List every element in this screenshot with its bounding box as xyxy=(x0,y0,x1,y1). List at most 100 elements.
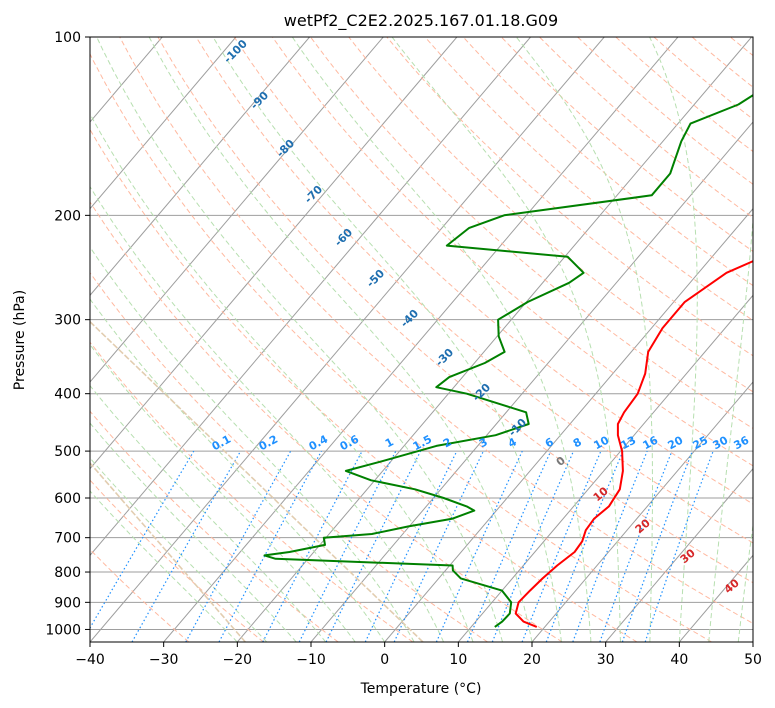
moist-adiabat-line xyxy=(737,522,753,642)
mixing-ratio-line xyxy=(218,450,323,642)
moist-adiabat-line xyxy=(90,384,327,642)
dry-adiabat-line xyxy=(90,479,264,642)
dry-adiabat-line xyxy=(233,37,753,505)
dry-adiabat-label: -80 xyxy=(274,137,297,160)
y-tick-label: 900 xyxy=(54,595,81,611)
y-tick-label: 500 xyxy=(54,444,81,460)
y-tick-label: 600 xyxy=(54,491,81,507)
dry-adiabat-line xyxy=(195,37,753,544)
x-tick-label: 50 xyxy=(744,652,762,668)
mixing-ratio-label: 1 xyxy=(383,435,396,450)
profile-series xyxy=(263,93,753,628)
moist-adiabat-line xyxy=(148,37,533,642)
mixing-ratio-line xyxy=(466,450,552,642)
isotherm-line xyxy=(384,207,753,642)
moist-adiabat-line xyxy=(212,37,562,642)
moist-adiabat-line xyxy=(90,422,297,642)
isotherm-line xyxy=(678,554,753,642)
dry-adiabat-line xyxy=(90,271,488,642)
mixing-ratio-label: 20 xyxy=(666,433,686,452)
mixing-ratio-line xyxy=(131,450,242,642)
isotherm-line xyxy=(531,381,753,642)
mixing-ratio-line xyxy=(364,450,458,642)
dry-adiabat-line xyxy=(90,52,712,642)
reference-curve xyxy=(90,461,246,642)
moist-adiabat-line xyxy=(96,37,503,642)
mixing-ratio-line xyxy=(599,450,673,642)
mixing-ratio-label: 0.2 xyxy=(257,433,280,454)
temperature-profile-line xyxy=(514,260,753,628)
moist-adiabat-line xyxy=(515,37,653,642)
dry-adiabat-line xyxy=(119,37,753,624)
moist-adiabat-label: 10 xyxy=(591,484,611,504)
mixing-ratio-label: 1.5 xyxy=(411,433,434,454)
isotherm-line xyxy=(236,37,752,642)
moist-adiabat-line xyxy=(90,112,474,642)
y-tick-label: 200 xyxy=(54,208,81,224)
moist-adiabat-line xyxy=(391,37,621,642)
y-tick-label: 800 xyxy=(54,565,81,581)
dry-adiabat-line xyxy=(310,37,753,430)
dry-adiabat-line xyxy=(653,37,753,120)
y-tick-label: 400 xyxy=(54,387,81,403)
moist-adiabat-line xyxy=(291,37,592,642)
isotherm-line xyxy=(752,641,753,642)
isotherm-line xyxy=(457,294,753,642)
mixing-ratio-label: 13 xyxy=(619,434,639,453)
dry-adiabat-line xyxy=(348,37,753,393)
moist-adiabat-line xyxy=(90,246,415,642)
x-axis-label: Temperature (°C) xyxy=(360,681,482,697)
moist-adiabat-line xyxy=(90,185,445,642)
dry-adiabat-label: -60 xyxy=(332,226,355,249)
x-tick-label: −10 xyxy=(296,652,326,668)
dry-adiabat-line xyxy=(386,37,753,357)
x-tick-label: 20 xyxy=(523,652,541,668)
x-tick-label: −30 xyxy=(149,652,179,668)
mixing-ratio-line xyxy=(393,450,484,642)
moist-adiabat-line xyxy=(90,490,238,642)
dry-adiabat-line xyxy=(90,201,563,642)
y-tick-label: 100 xyxy=(54,30,81,46)
mixing-ratio-label: 10 xyxy=(592,433,612,452)
dry-adiabat-label: -30 xyxy=(433,346,456,369)
mixing-ratio-line xyxy=(185,450,292,642)
x-tick-label: 40 xyxy=(670,652,688,668)
dry-adiabat-line xyxy=(615,37,753,153)
y-tick-label: 1000 xyxy=(45,622,81,638)
background-grid xyxy=(90,37,775,642)
isotherm-line xyxy=(90,37,531,557)
dry-adiabat-line xyxy=(768,37,775,642)
isotherm-line xyxy=(163,37,679,642)
isotherm-line xyxy=(605,467,753,642)
moist-adiabat-line xyxy=(90,343,356,642)
dry-adiabat-label: -100 xyxy=(221,37,250,66)
mixing-ratio-label: 16 xyxy=(641,433,661,452)
dry-adiabat-line xyxy=(90,548,190,642)
dry-adiabat-line xyxy=(691,37,753,88)
mixing-ratio-line xyxy=(572,450,648,642)
mixing-ratio-label: 0.6 xyxy=(338,432,362,453)
isotherm-line xyxy=(90,37,458,470)
moist-adiabat-line xyxy=(649,37,698,642)
moist-adiabat-line xyxy=(90,457,268,642)
chart-title: wetPf2_C2E2.2025.167.01.18.G09 xyxy=(284,11,558,31)
isotherm-line xyxy=(90,37,237,210)
mixing-ratio-line xyxy=(521,450,602,642)
dry-adiabat-label: -90 xyxy=(248,89,271,112)
isotherm-line xyxy=(90,37,605,642)
dry-adiabat-label: -70 xyxy=(302,183,325,206)
x-axis-ticks: −40 −30 −20 −10 0 10 20 30 40 50 xyxy=(75,642,762,668)
moist-adiabat-label: 0 xyxy=(554,454,568,469)
y-tick-label: 300 xyxy=(54,313,81,329)
dry-adiabat-line xyxy=(90,128,638,642)
mixing-ratio-label: 25 xyxy=(691,434,711,453)
mixing-ratio-line xyxy=(644,450,714,642)
dry-adiabat-line xyxy=(500,37,753,252)
dry-adiabat-line xyxy=(271,37,753,467)
dewpoint-profile-line xyxy=(263,93,753,628)
dry-adiabat-label: -50 xyxy=(364,267,387,290)
x-tick-label: 0 xyxy=(380,652,389,668)
dry-adiabat-label: -40 xyxy=(398,307,421,330)
x-tick-label: 10 xyxy=(449,652,467,668)
